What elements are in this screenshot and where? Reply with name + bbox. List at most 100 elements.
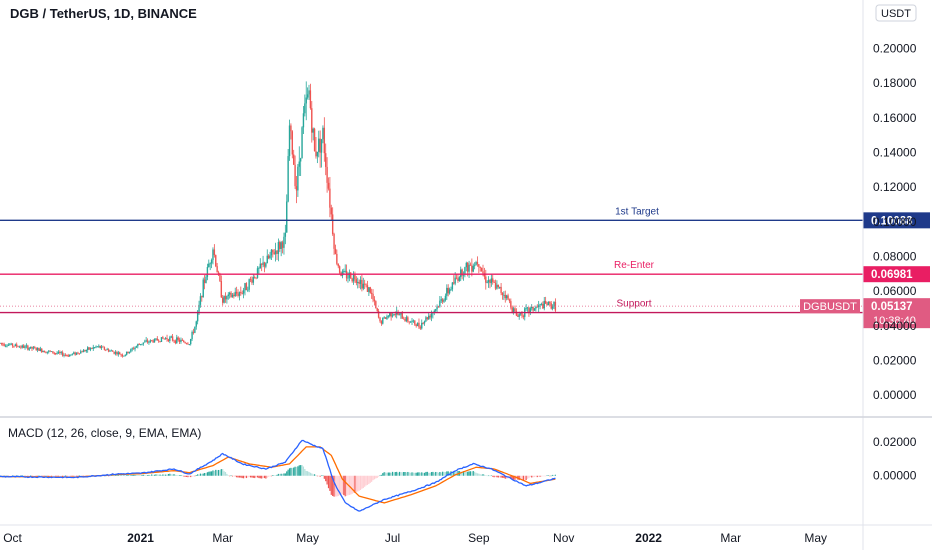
candle — [187, 342, 189, 345]
histogram-bar — [62, 475, 64, 477]
histogram-bar — [513, 475, 515, 480]
histogram-bar — [208, 471, 210, 476]
candle — [145, 336, 147, 343]
candle-body — [110, 350, 113, 352]
candle-body — [217, 272, 220, 275]
histogram-bar — [30, 475, 32, 477]
candle-body — [290, 125, 292, 132]
candle — [514, 305, 516, 313]
histogram-bar — [206, 472, 208, 476]
candle — [304, 94, 306, 117]
histogram-bar — [492, 475, 494, 477]
candle-body — [546, 303, 548, 306]
candle-body — [297, 166, 299, 191]
candle — [25, 343, 28, 349]
candle — [227, 292, 229, 300]
histogram-bar — [272, 475, 274, 476]
candle — [295, 176, 298, 204]
candle — [277, 238, 280, 262]
candle-body — [510, 301, 512, 308]
histogram-bar — [443, 471, 445, 476]
candle — [355, 276, 358, 286]
candle-body — [199, 296, 202, 305]
candle — [512, 306, 515, 315]
candle — [174, 339, 177, 345]
histogram-bar — [407, 471, 409, 476]
candle — [131, 347, 133, 352]
candle-body — [92, 347, 94, 349]
currency-badge[interactable]: USDT — [875, 4, 917, 22]
histogram-bar — [265, 475, 267, 479]
candle-body — [242, 290, 245, 294]
histogram-bar — [176, 474, 178, 476]
candle-body — [492, 278, 494, 282]
candle — [167, 338, 170, 343]
candle — [85, 349, 87, 353]
histogram-bar — [281, 473, 284, 476]
candle-body — [549, 301, 551, 304]
candle-body — [400, 313, 402, 315]
histogram-bar — [298, 465, 300, 476]
histogram-bar — [173, 474, 175, 476]
candle — [71, 353, 74, 356]
candle — [287, 148, 289, 203]
histogram-bar — [511, 475, 513, 480]
macd-pane — [0, 439, 556, 512]
candle-body — [487, 279, 490, 283]
candle-body — [337, 263, 339, 267]
candle — [31, 346, 33, 352]
candle-body — [4, 345, 7, 347]
histogram-bar — [159, 474, 161, 476]
candle-body — [496, 284, 498, 289]
histogram-bar — [483, 474, 485, 476]
candle — [455, 274, 458, 280]
histogram-bar — [245, 475, 247, 479]
candle — [547, 301, 550, 306]
histogram-bar — [340, 475, 342, 495]
histogram-bar — [216, 470, 218, 476]
candle-body — [63, 354, 65, 356]
candle-body — [526, 307, 529, 309]
candle — [269, 251, 271, 260]
currency-label: USDT — [881, 8, 911, 20]
candle — [393, 313, 395, 316]
histogram-bar — [78, 475, 80, 477]
histogram-bar — [55, 475, 57, 477]
candle — [82, 348, 85, 353]
candle-body — [109, 350, 111, 352]
candle — [159, 341, 161, 343]
histogram-bar — [446, 471, 448, 476]
histogram-bar — [352, 475, 355, 493]
histogram-bar — [526, 475, 529, 479]
candle — [189, 338, 192, 346]
histogram-bar — [146, 475, 149, 476]
candle — [238, 291, 241, 301]
candle-body — [517, 315, 519, 317]
candle-body — [535, 306, 537, 309]
histogram-bar — [190, 475, 192, 478]
histogram-bar — [391, 471, 394, 476]
candle-body — [22, 345, 25, 348]
candle-body — [34, 347, 36, 349]
candle-body — [383, 317, 385, 319]
candle-body — [81, 351, 83, 353]
candle — [163, 338, 165, 340]
candle — [348, 269, 351, 282]
candle-body — [121, 354, 124, 357]
candle — [301, 126, 303, 159]
candle-body — [155, 338, 157, 340]
candle — [411, 317, 413, 325]
candle-body — [64, 354, 67, 356]
candle-body — [159, 341, 161, 343]
price-tick-label: 0.18000 — [873, 76, 917, 90]
histogram-bar — [497, 475, 499, 478]
candle-body — [519, 313, 522, 315]
candle-body — [127, 351, 129, 354]
candle — [215, 254, 217, 268]
candle-body — [354, 274, 356, 280]
candle-body — [462, 274, 465, 276]
histogram-bar — [380, 474, 382, 476]
histogram-bar — [361, 475, 363, 489]
candle-body — [183, 340, 185, 343]
candle-body — [82, 350, 85, 353]
